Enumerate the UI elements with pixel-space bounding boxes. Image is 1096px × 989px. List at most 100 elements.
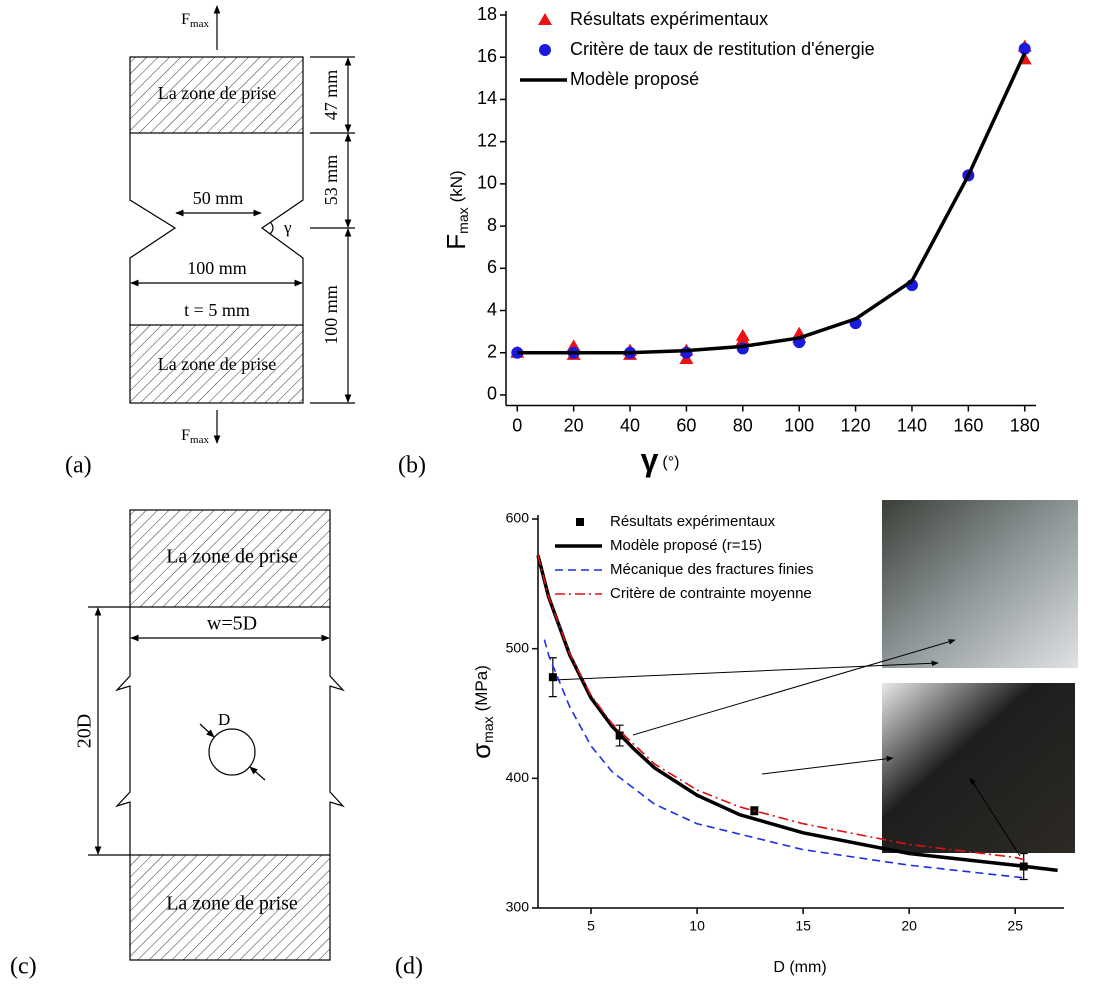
- dimension-label: 53 mm: [321, 155, 341, 206]
- grip: [129, 854, 331, 961]
- x-axis-label: γ (°): [641, 442, 680, 478]
- x-tick-label: 20: [564, 415, 584, 435]
- photos: [552, 500, 1078, 857]
- x-tick-label: 5: [587, 918, 595, 934]
- y-tick-label: 8: [487, 215, 497, 235]
- pointer-arrow: [552, 660, 939, 681]
- square-marker: [548, 673, 557, 682]
- grip-label: La zone de prise: [166, 546, 298, 568]
- pointer-arrow: [969, 777, 1021, 857]
- dimension-label: 100 mm: [321, 285, 341, 345]
- x-tick-label: 160: [953, 415, 983, 435]
- y-tick-label: 4: [487, 299, 497, 319]
- dimension-label: 20D: [74, 714, 96, 748]
- hole-label: D: [218, 710, 230, 729]
- x-tick-label: 140: [897, 415, 927, 435]
- series-line: [537, 555, 1027, 861]
- y-tick-label: 500: [506, 639, 530, 655]
- y-tick-label: 2: [487, 341, 497, 361]
- subscript: max: [190, 434, 209, 446]
- y-axis-label: σmax (MPa): [466, 665, 496, 759]
- pointer-arrow: [632, 639, 956, 736]
- dimension-label: w=5D: [207, 613, 257, 635]
- panel-label: (c): [10, 954, 37, 980]
- grip: [129, 56, 304, 134]
- y-tick-label: 600: [506, 510, 530, 526]
- y-tick-label: 6: [487, 257, 497, 277]
- diagram-a: La zone de prise La zone de prise Fmax F…: [65, 5, 355, 479]
- y-tick-label: 12: [477, 130, 497, 150]
- y-tick-label: 400: [506, 769, 530, 785]
- panel-label: (b): [398, 453, 426, 479]
- specimen-outline: [115, 607, 345, 855]
- chart: 0 20 40 60 80 100 120 140 160 180 0 2 4 6 8 10 12 14 16 18 F…: [441, 4, 1040, 479]
- force-label: Fmax: [181, 11, 209, 30]
- legend-label: Mécanique des fractures finies: [610, 561, 813, 578]
- subscript: max: [480, 716, 496, 742]
- subscript: max: [455, 207, 471, 233]
- series-line: [543, 639, 1026, 879]
- circle-marker: [1018, 42, 1031, 55]
- x-tick-label: 20: [901, 918, 917, 934]
- force-label: Fmax: [181, 427, 209, 446]
- hole-arrow: [249, 766, 266, 781]
- y-tick-label: 14: [477, 88, 497, 108]
- legend-label: Résultats expérimentaux: [610, 513, 776, 530]
- x-axis-label: D (mm): [773, 959, 826, 976]
- legend-label: Critère de contrainte moyenne: [610, 585, 812, 602]
- y-tick-label: 10: [477, 173, 497, 193]
- y-axis-label: Fmax (kN): [441, 170, 471, 249]
- x-tick-label: 40: [620, 415, 640, 435]
- legend-marker: [539, 44, 551, 56]
- x-tick-label: 25: [1007, 918, 1023, 934]
- legend-label: Modèle proposé: [570, 69, 699, 89]
- unit: (MPa): [472, 665, 491, 711]
- legend-label: Résultats expérimentaux: [570, 9, 768, 29]
- dimension-label: 100 mm: [187, 258, 247, 278]
- diagram-c: La zone de prise La zone de prise w=5D 2…: [10, 509, 345, 980]
- symbol: γ: [641, 442, 659, 478]
- symbol: F: [181, 11, 190, 28]
- dimension-label: 47 mm: [321, 70, 341, 121]
- dimension-label: 50 mm: [193, 188, 244, 208]
- symbol: σ: [466, 743, 496, 759]
- triangle-marker: [735, 333, 750, 346]
- x-tick-label: 10: [689, 918, 705, 934]
- grip-label: La zone de prise: [158, 354, 276, 374]
- x-tick-label: 15: [795, 918, 811, 934]
- thickness-label: t = 5 mm: [184, 300, 250, 320]
- label: D (mm): [773, 959, 826, 976]
- x-tick-label: 0: [512, 415, 522, 435]
- y-tick-label: 300: [506, 899, 530, 915]
- x-tick-label: 120: [841, 415, 871, 435]
- photo: [882, 500, 1078, 668]
- x-tick-label: 60: [676, 415, 696, 435]
- photo: [882, 683, 1075, 853]
- panel-label: (a): [65, 453, 92, 479]
- grip-label: La zone de prise: [158, 83, 276, 103]
- hole-arrow: [199, 723, 215, 738]
- hole: [208, 728, 256, 776]
- panel-label: (d): [395, 954, 423, 980]
- grip: [129, 509, 331, 608]
- x-tick-label: 100: [784, 415, 814, 435]
- grip: [129, 324, 304, 404]
- x-tick-label: 180: [1010, 415, 1040, 435]
- angle-arc: [269, 221, 274, 235]
- angle-label: γ: [283, 218, 292, 237]
- unit: (°): [662, 454, 679, 471]
- legend-marker: [576, 518, 584, 526]
- pointer-arrow: [761, 755, 894, 775]
- x-tick-label: 80: [733, 415, 753, 435]
- circle-marker: [680, 346, 693, 359]
- symbol: F: [181, 427, 190, 444]
- legend-marker: [538, 13, 552, 25]
- symbol: F: [441, 234, 471, 250]
- specimen-outline: [129, 133, 304, 325]
- series-line: [517, 52, 1027, 355]
- y-tick-label: 0: [487, 384, 497, 404]
- unit: (kN): [447, 170, 466, 202]
- legend-label: Modèle proposé (r=15): [610, 537, 762, 554]
- y-tick-label: 18: [477, 4, 497, 24]
